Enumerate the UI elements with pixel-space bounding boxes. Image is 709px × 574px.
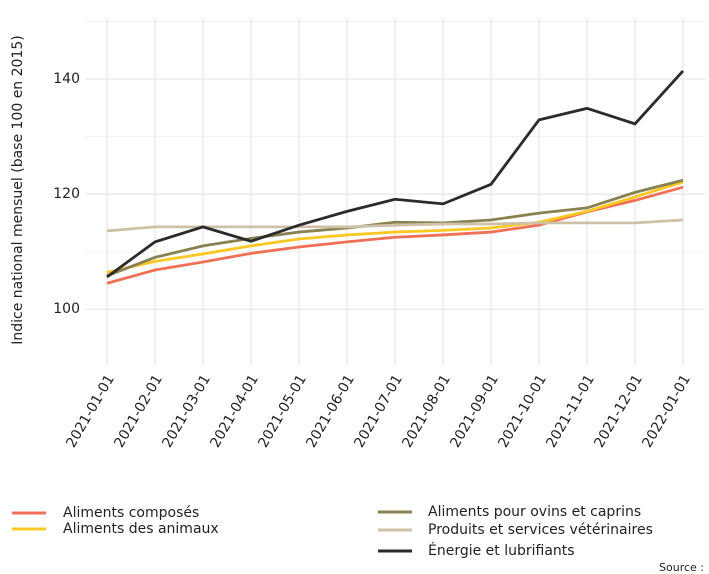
x-tick-label: 2021-03-01	[159, 372, 214, 450]
x-tick-label: 2022-01-01	[639, 372, 694, 450]
legend-label: Aliments composés	[63, 505, 199, 521]
x-tick-label: 2021-12-01	[591, 372, 646, 450]
y-tick-label: 100	[53, 301, 80, 317]
x-tick-label: 2021-08-01	[399, 372, 454, 450]
x-tick-label: 2021-01-01	[63, 372, 118, 450]
x-tick-label: 2021-09-01	[447, 372, 502, 450]
x-tick-label: 2021-07-01	[351, 372, 406, 450]
series-line	[106, 70, 685, 279]
legend-label: Énergie et lubrifiants	[428, 542, 575, 559]
x-tick-label: 2021-11-01	[543, 372, 598, 450]
series-line	[106, 178, 684, 278]
x-tick-label: 2021-06-01	[303, 372, 358, 450]
x-tick-label: 2021-05-01	[255, 372, 310, 450]
x-tick-label: 2021-02-01	[111, 372, 166, 450]
x-tick-label: 2021-04-01	[207, 372, 262, 450]
legend-label: Aliments des animaux	[63, 521, 219, 537]
legend-label: Produits et services vétérinaires	[428, 522, 653, 538]
source: Source :	[659, 561, 704, 574]
y-axis-label: Indice national mensuel (base 100 en 201…	[10, 35, 26, 344]
legend-label: Aliments pour ovins et caprins	[428, 504, 641, 520]
series-line	[106, 180, 684, 274]
y-tick-label: 140	[53, 71, 80, 87]
x-tick-label: 2021-10-01	[495, 372, 550, 450]
y-tick-label: 120	[53, 186, 80, 202]
